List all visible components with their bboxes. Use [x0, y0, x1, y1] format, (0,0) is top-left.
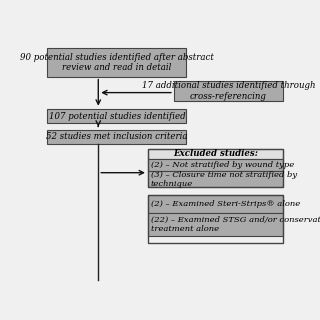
FancyBboxPatch shape [148, 172, 283, 188]
FancyBboxPatch shape [148, 195, 283, 212]
FancyBboxPatch shape [47, 130, 186, 144]
Text: (3) – Closure time not stratified by
technique: (3) – Closure time not stratified by tec… [151, 171, 297, 188]
FancyBboxPatch shape [148, 212, 283, 236]
Text: 52 studies met inclusion criteria: 52 studies met inclusion criteria [46, 132, 188, 141]
FancyBboxPatch shape [174, 81, 283, 101]
FancyBboxPatch shape [47, 48, 186, 76]
FancyBboxPatch shape [47, 108, 186, 124]
Text: (2) – Not stratified by wound type: (2) – Not stratified by wound type [151, 161, 294, 169]
Text: 17 additional studies identified through
cross-referencing: 17 additional studies identified through… [142, 81, 315, 101]
Text: (22) – Examined STSG and/or conservative
treatment alone: (22) – Examined STSG and/or conservative… [151, 216, 320, 233]
Text: (2) – Examined Steri-Strips® alone: (2) – Examined Steri-Strips® alone [151, 200, 300, 208]
FancyBboxPatch shape [148, 159, 283, 172]
Text: 107 potential studies identified: 107 potential studies identified [49, 111, 185, 121]
FancyBboxPatch shape [148, 149, 283, 159]
Text: Excluded studies:: Excluded studies: [173, 149, 258, 158]
Text: 90 potential studies identified after abstract
review and read in detail: 90 potential studies identified after ab… [20, 53, 214, 72]
